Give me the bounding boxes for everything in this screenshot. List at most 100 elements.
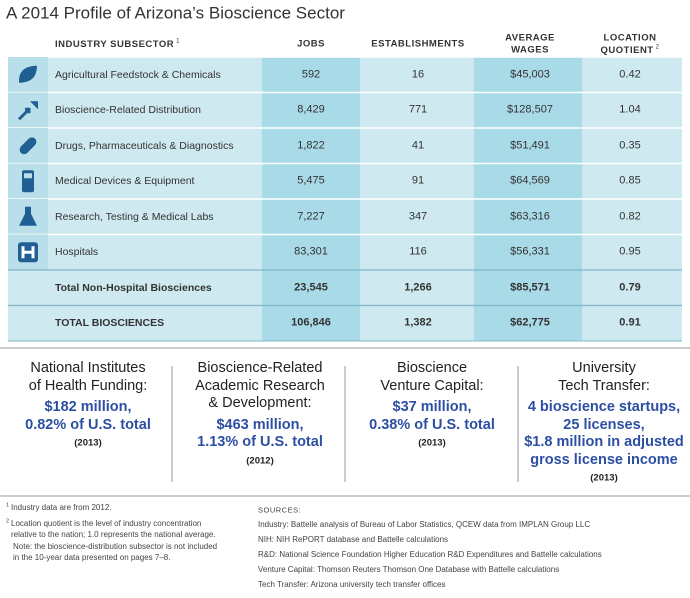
sources-heading: SOURCES: <box>258 505 302 515</box>
wages-band <box>474 234 582 270</box>
cell: $128,507 <box>507 103 553 116</box>
column-header: WAGES <box>511 44 549 56</box>
cell: $62,775 <box>510 316 550 329</box>
stat-heading: Venture Capital: <box>380 377 484 394</box>
column-header: ESTABLISHMENTS <box>371 38 465 50</box>
stat-year: (2013) <box>418 437 446 449</box>
cell: 116 <box>409 245 427 258</box>
stat-value: $1.8 million in adjusted <box>524 433 684 450</box>
column-header: LOCATION <box>603 32 657 44</box>
cell: 0.91 <box>619 316 641 329</box>
wages-band <box>474 163 582 199</box>
column-header: QUOTIENT 2 <box>600 44 660 56</box>
wages-band <box>474 92 582 128</box>
stat-value: $37 million, <box>392 398 472 415</box>
cell: 41 <box>411 139 425 152</box>
cell: 16 <box>411 68 425 81</box>
wages-band <box>474 199 582 235</box>
jobs-band <box>262 163 360 199</box>
source-text: NIH: NIH RePORT database and Battelle ca… <box>258 535 449 544</box>
source-text: R&D: National Science Foundation Higher … <box>258 550 602 559</box>
wages-band <box>474 270 582 306</box>
cell: 23,545 <box>294 281 328 294</box>
cell: 1,266 <box>404 281 432 294</box>
note-marker: 1 <box>176 38 180 45</box>
row-label: Total Non-Hospital Biosciences <box>55 281 212 294</box>
cell: 0.85 <box>619 174 641 187</box>
cell: 771 <box>408 103 428 116</box>
footnote-text: relative to the nation; 1.0 represents t… <box>11 530 216 539</box>
stat-value: 0.82% of U.S. total <box>25 416 151 433</box>
cell: $51,491 <box>510 139 550 152</box>
row-label: Bioscience-Related Distribution <box>55 104 201 116</box>
cell: 91 <box>411 174 425 187</box>
cell: 7,227 <box>297 210 325 223</box>
cell: $64,569 <box>510 174 550 187</box>
stat-heading: University <box>572 359 636 376</box>
stat-heading: National Institutes <box>30 359 146 376</box>
stat-heading: Bioscience <box>396 359 468 376</box>
cell: 1,382 <box>404 316 432 329</box>
wages-band <box>474 128 582 164</box>
column-header: JOBS <box>297 38 325 50</box>
cell: 347 <box>408 210 428 223</box>
jobs-band <box>262 270 360 306</box>
footnote-text: in the 10-year data presented on pages 7… <box>13 553 171 562</box>
wages-band <box>474 305 582 341</box>
row-label: Research, Testing & Medical Labs <box>55 210 214 223</box>
icon-arrow-head <box>30 101 38 110</box>
title: A 2014 Profile of Arizona’s Bioscience S… <box>6 3 345 23</box>
icon-leaf <box>18 65 37 83</box>
cell: 1,822 <box>297 139 325 152</box>
stat-value: 1.13% of U.S. total <box>197 433 323 450</box>
wages-band <box>474 57 582 93</box>
cell: $63,316 <box>510 210 550 223</box>
cell: 0.42 <box>619 68 641 81</box>
jobs-band <box>262 128 360 164</box>
icon-flask <box>19 206 37 226</box>
cell: $45,003 <box>510 68 550 81</box>
icon-screen <box>24 173 32 179</box>
stat-heading: Tech Transfer: <box>558 377 650 394</box>
stat-value: gross license income <box>530 451 678 468</box>
stat-heading: of Health Funding: <box>28 377 148 394</box>
source-text: Venture Capital: Thomson Reuters Thomson… <box>258 565 560 574</box>
cell: 0.95 <box>619 245 641 258</box>
icon-arrows <box>17 107 31 121</box>
jobs-band <box>262 199 360 235</box>
row-label: Agricultural Feedstock & Chemicals <box>55 68 221 81</box>
footnote-marker: 1 <box>6 502 10 509</box>
jobs-band <box>262 305 360 341</box>
stat-value: 25 licenses, <box>563 416 645 433</box>
stat-value: 0.38% of U.S. total <box>369 416 495 433</box>
cell: 0.82 <box>619 210 641 223</box>
cell: 592 <box>301 68 321 81</box>
cell: 0.35 <box>619 139 641 152</box>
jobs-band <box>262 92 360 128</box>
jobs-band <box>262 57 360 93</box>
source-text: Tech Transfer: Arizona university tech t… <box>258 580 446 589</box>
stat-heading: Bioscience-Related <box>197 359 323 376</box>
icon-pill <box>19 137 37 155</box>
cell: 83,301 <box>294 245 328 258</box>
stat-heading: Academic Research <box>195 377 325 394</box>
cell: $56,331 <box>510 245 550 258</box>
stat-year: (2013) <box>74 437 102 449</box>
footnote-text: Industry data are from 2012. <box>11 503 112 512</box>
stat-value: 4 bioscience startups, <box>527 398 681 415</box>
stat-year: (2012) <box>246 454 274 466</box>
footnote-text: Note: the bioscience-distribution subsec… <box>13 541 218 551</box>
jobs-band <box>262 234 360 270</box>
cell: 0.79 <box>619 281 641 294</box>
row-label: TOTAL BIOSCIENCES <box>55 317 165 329</box>
stat-value: $463 million, <box>216 416 304 433</box>
cell: 8,429 <box>297 103 325 116</box>
icon-h <box>21 246 35 259</box>
column-header: INDUSTRY SUBSECTOR 1 <box>55 38 180 50</box>
source-text: Industry: Battelle analysis of Bureau of… <box>258 520 591 529</box>
note-marker: 2 <box>655 44 660 51</box>
cell: $85,571 <box>510 281 550 294</box>
stat-heading: & Development: <box>208 394 312 411</box>
column-header: AVERAGE <box>505 32 555 44</box>
